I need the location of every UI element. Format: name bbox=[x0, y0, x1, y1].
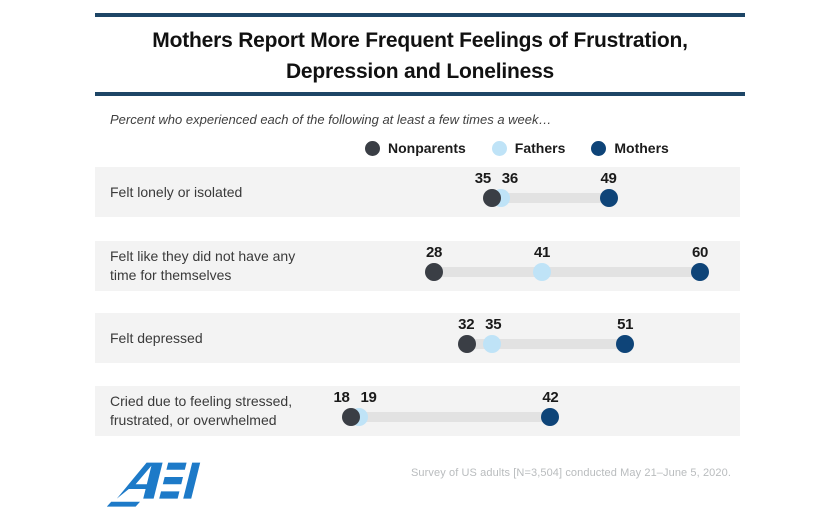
value-label-fathers: 19 bbox=[360, 389, 377, 406]
value-label-fathers: 36 bbox=[501, 170, 518, 187]
legend-dot-icon bbox=[591, 140, 607, 156]
range-bar bbox=[425, 267, 709, 277]
legend-item-fathers: Fathers bbox=[491, 140, 566, 156]
value-label-mothers: 42 bbox=[542, 389, 559, 406]
dot-mothers bbox=[599, 189, 618, 207]
category-row: Felt like they did not have any time for … bbox=[95, 241, 740, 291]
legend-item-label: Fathers bbox=[514, 140, 566, 156]
range-bar bbox=[483, 193, 618, 203]
content-area: Mothers Report More Frequent Feelings of… bbox=[95, 0, 745, 528]
category-label: Felt lonely or isolated bbox=[110, 183, 243, 200]
aei-logo bbox=[107, 462, 201, 507]
category-row: Felt lonely or isolated 35 36 49 bbox=[95, 167, 740, 217]
legend-dot-icon bbox=[365, 140, 380, 156]
value-label-mothers: 60 bbox=[691, 244, 709, 261]
category-label: Felt depressed bbox=[110, 329, 203, 346]
title-divider bbox=[95, 92, 745, 96]
range-bar bbox=[458, 339, 635, 349]
value-label-nonparents: 35 bbox=[474, 170, 491, 187]
dot-nonparents bbox=[425, 263, 443, 281]
dot-nonparents bbox=[341, 408, 360, 426]
range-bar bbox=[341, 412, 560, 422]
chart-subtitle: Percent who experienced each of the foll… bbox=[110, 112, 552, 127]
legend-item-label: Mothers bbox=[614, 140, 669, 156]
title-line-1: Mothers Report More Frequent Feelings of… bbox=[152, 29, 688, 52]
legend-item-nonparents: Nonparents bbox=[365, 140, 466, 156]
category-row: Felt depressed 32 35 51 bbox=[95, 313, 740, 363]
dot-mothers bbox=[691, 263, 709, 281]
dot-fathers bbox=[533, 263, 552, 281]
value-label-nonparents: 18 bbox=[333, 389, 350, 406]
value-label-mothers: 51 bbox=[617, 316, 634, 333]
dot-mothers bbox=[616, 335, 635, 353]
dot-nonparents bbox=[483, 189, 502, 207]
value-label-mothers: 49 bbox=[600, 170, 617, 187]
page-title: Mothers Report More Frequent Feelings of… bbox=[95, 25, 745, 87]
legend-item-mothers: Mothers bbox=[591, 140, 669, 156]
value-label-fathers: 41 bbox=[534, 244, 551, 261]
aei-letter-a bbox=[116, 462, 163, 499]
title-line-2: Depression and Loneliness bbox=[285, 60, 555, 83]
aei-letter-e bbox=[159, 462, 187, 499]
legend: Nonparents Fathers Mothers bbox=[365, 140, 669, 156]
source-note: Survey of US adults [N=3,504] conducted … bbox=[410, 467, 731, 479]
aei-swoosh bbox=[107, 501, 141, 507]
dot-mothers bbox=[541, 408, 560, 426]
legend-item-label: Nonparents bbox=[388, 140, 466, 156]
category-label: Felt like they did not have any time for … bbox=[110, 248, 296, 283]
category-label: Cried due to feeling stressed, frustrated… bbox=[110, 393, 293, 428]
dot-fathers bbox=[483, 335, 502, 353]
dot-nonparents bbox=[458, 335, 477, 353]
category-row: Cried due to feeling stressed, frustrated… bbox=[95, 386, 740, 436]
value-label-nonparents: 28 bbox=[425, 244, 443, 261]
legend-dot-icon bbox=[491, 140, 507, 156]
top-divider bbox=[95, 13, 745, 17]
aei-letter-i bbox=[183, 462, 201, 499]
value-label-nonparents: 32 bbox=[458, 316, 475, 333]
value-label-fathers: 35 bbox=[485, 316, 502, 333]
